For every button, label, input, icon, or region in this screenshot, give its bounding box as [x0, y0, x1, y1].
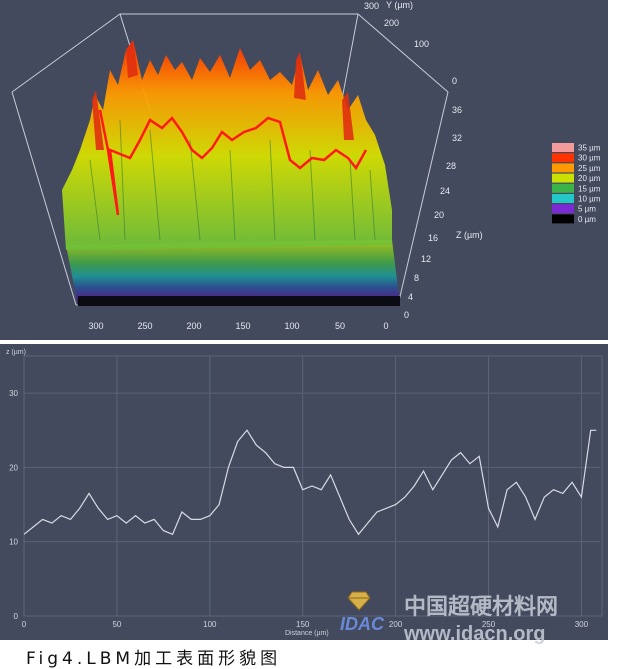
- x-tick-label: 300: [575, 620, 589, 629]
- x-tick: 200: [186, 321, 201, 331]
- z-tick: 4: [408, 292, 413, 302]
- z-tick: 36: [452, 105, 462, 115]
- x-axis-label: Distance (µm): [285, 630, 329, 637]
- figure-caption: Fig4.LBM加工表面形貌图: [26, 649, 282, 669]
- legend-swatch: [552, 183, 574, 193]
- surface-3d-canvas: Y (µm) 300 200 100 0 36 32 28 24 20 16 1…: [11, 0, 601, 331]
- legend-swatch: [552, 194, 574, 203]
- z-axis-label: Z (µm): [456, 230, 483, 240]
- x-tick-label: 0: [22, 620, 27, 629]
- x-tick: 100: [284, 321, 299, 331]
- y-tick-label: 30: [9, 389, 18, 398]
- z-tick: 20: [434, 210, 444, 220]
- y-tick-label: 20: [9, 463, 18, 472]
- x-tick: 0: [383, 321, 388, 331]
- watermark: IDAC 中国超硬材料网 www.idacn.org: [338, 588, 608, 648]
- surface-body: [62, 40, 392, 250]
- legend-swatch: [552, 204, 574, 214]
- x-tick-label: 50: [112, 620, 121, 629]
- profile-section-line: [98, 109, 368, 216]
- legend-swatch: [552, 143, 574, 152]
- watermark-logo-text: IDAC: [340, 614, 385, 634]
- x-tick: 300: [88, 321, 103, 331]
- z-tick: 8: [414, 273, 419, 283]
- y-tick: 200: [384, 18, 399, 28]
- surface-base: [78, 296, 400, 306]
- x-tick-label: 200: [389, 620, 403, 629]
- legend-label: 15 µm: [578, 184, 601, 193]
- legend-label: 25 µm: [578, 164, 601, 173]
- y-axis-ticks: 300 200 100 0: [364, 1, 457, 86]
- grid-lines: [23, 356, 600, 617]
- y-axis-ticks: 0 10 20 30: [9, 389, 18, 621]
- legend-label: 10 µm: [578, 195, 601, 204]
- x-tick: 50: [335, 321, 345, 331]
- y-tick: 300: [364, 1, 379, 11]
- z-tick: 12: [421, 254, 431, 264]
- profile-series-line: [23, 429, 597, 536]
- z-tick: 28: [446, 161, 456, 171]
- diamond-logo-icon: [347, 591, 371, 611]
- x-tick: 250: [137, 321, 152, 331]
- legend-label: 30 µm: [578, 154, 601, 163]
- z-axis-ticks: 36 32 28 24 20 16 12 8 4 0: [404, 105, 462, 320]
- legend-label: 5 µm: [578, 205, 596, 214]
- y-axis-label: z (µm): [6, 349, 26, 356]
- z-tick: 16: [428, 233, 438, 243]
- surface-texture: [89, 119, 376, 241]
- x-axis-ticks: 300 250 200 150 100 50 0: [88, 321, 388, 331]
- legend-swatch: [552, 153, 574, 163]
- profile-chart-panel: 0 10 20 30 0 50 100 150 200 250 300 z (µm) Distan…: [0, 344, 608, 640]
- x-axis-ticks: 0 50 100 150 200 250 300: [22, 620, 589, 629]
- surface-3d-view: Y (µm) 300 200 100 0 36 32 28 24 20 16 1…: [0, 0, 608, 340]
- y-tick: 0: [452, 76, 457, 86]
- z-tick: 0: [404, 310, 409, 320]
- watermark-url-text: www.idacn.org: [403, 623, 546, 645]
- y-tick-label: 10: [9, 538, 18, 547]
- y-axis-label: Y (µm): [386, 0, 413, 10]
- surface-side-wall: [66, 240, 400, 306]
- legend-label: 0 µm: [578, 215, 596, 224]
- watermark-brand-text: 中国超硬材料网: [404, 594, 558, 619]
- x-tick: 150: [235, 321, 250, 331]
- legend-swatch: [552, 173, 574, 183]
- legend-swatch: [552, 214, 574, 224]
- watermark-graphic: IDAC 中国超硬材料网 www.idacn.org: [340, 591, 558, 645]
- x-tick-label: 150: [296, 620, 310, 629]
- y-tick: 100: [414, 39, 429, 49]
- x-tick-label: 100: [203, 620, 217, 629]
- surface-red-peaks: [92, 40, 354, 150]
- profile-series: [23, 429, 597, 536]
- z-tick: 24: [440, 186, 450, 196]
- y-tick-label: 0: [14, 612, 19, 621]
- z-tick: 32: [452, 133, 462, 143]
- x-tick-label: 250: [482, 620, 496, 629]
- legend-swatch: [552, 163, 574, 173]
- profile-chart: 0 10 20 30 0 50 100 150 200 250 300 z (µm) Distan…: [6, 349, 603, 637]
- legend-label: 35 µm: [578, 144, 601, 153]
- legend-label: 20 µm: [578, 174, 601, 183]
